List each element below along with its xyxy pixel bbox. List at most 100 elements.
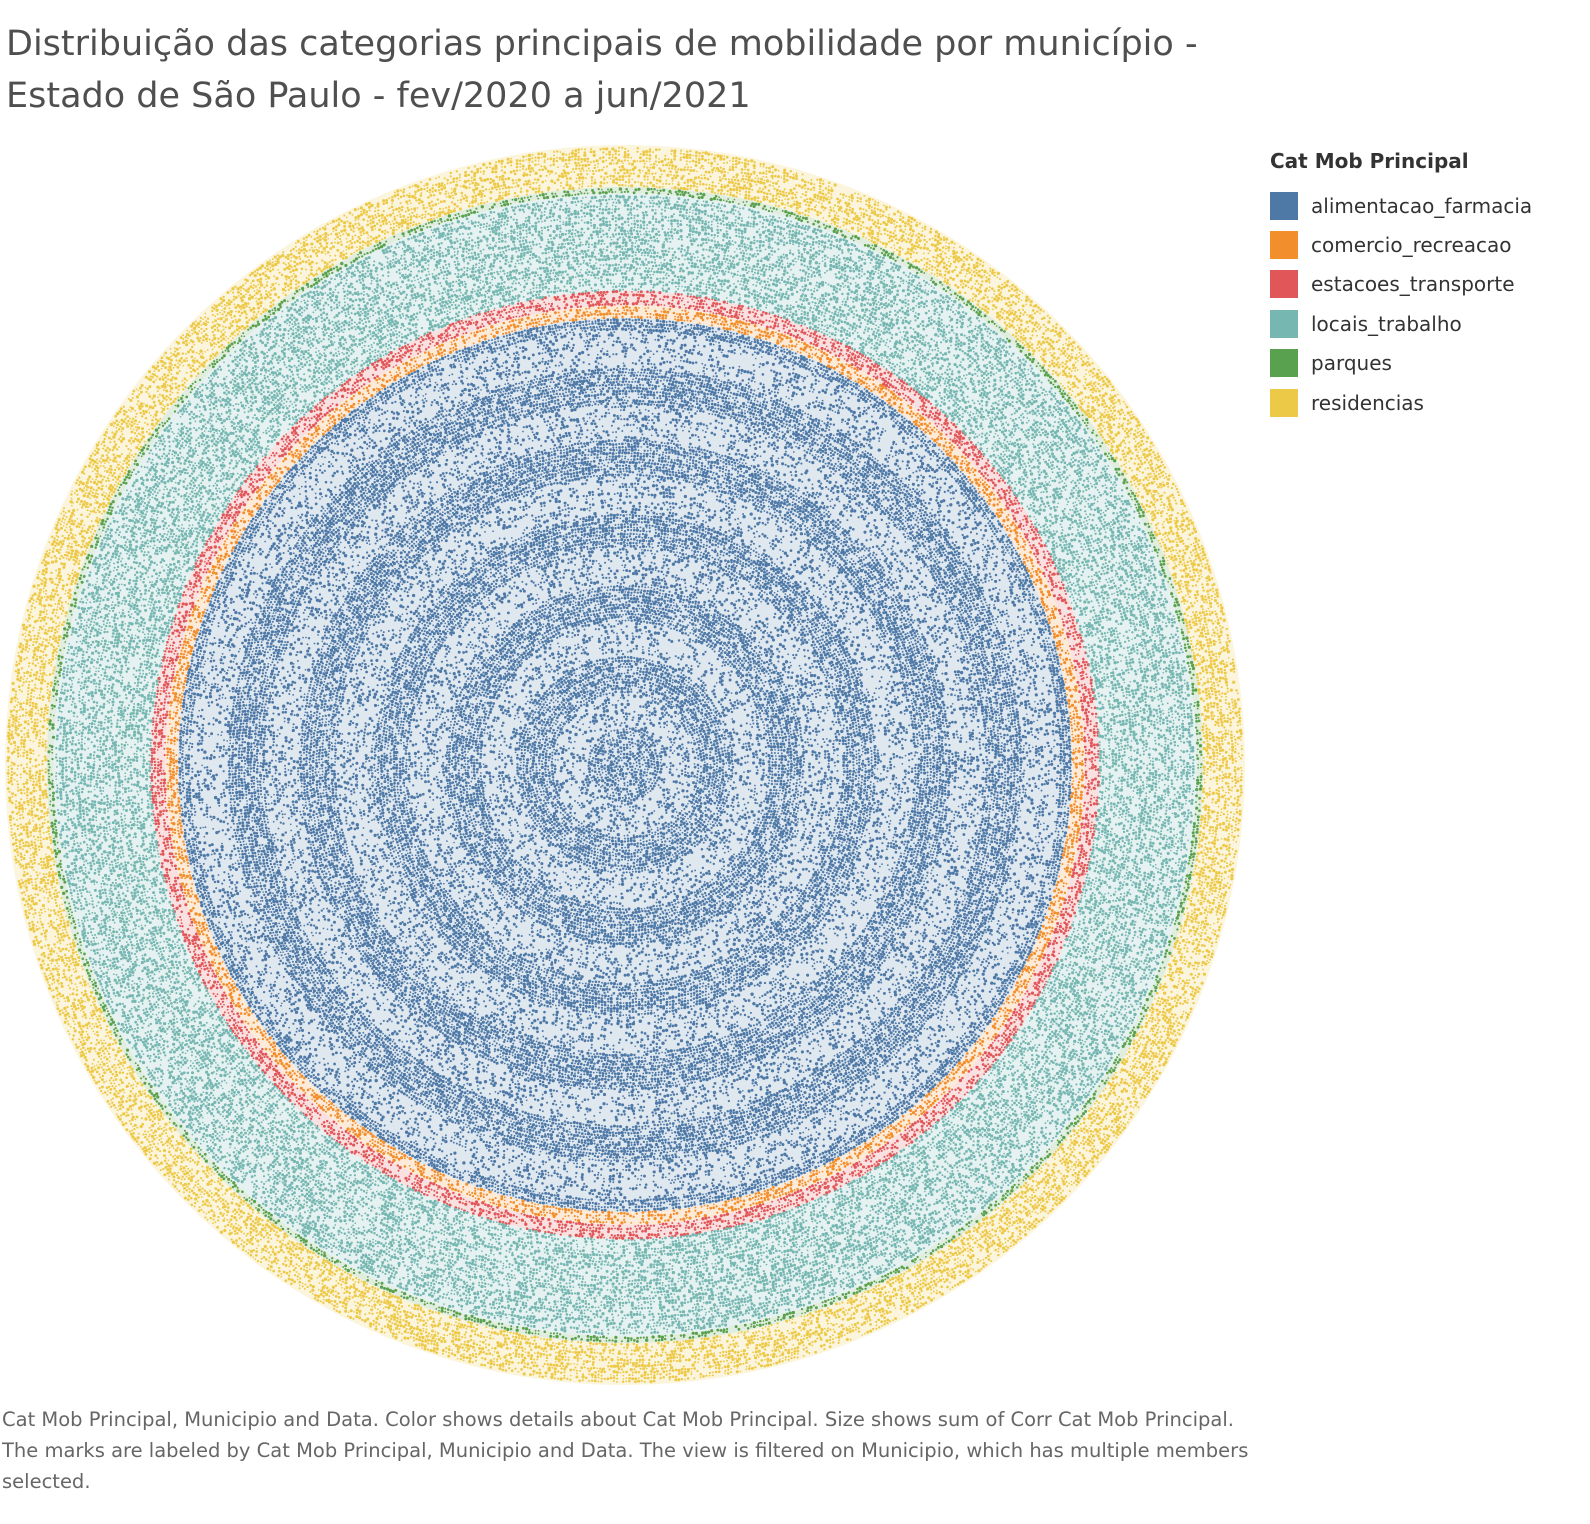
bubble-mark <box>686 756 689 759</box>
bubble-mark <box>663 726 665 728</box>
bubble-mark <box>547 765 549 767</box>
bubble-mark <box>591 829 594 832</box>
bubble-mark <box>606 740 609 743</box>
bubble-mark <box>642 837 644 839</box>
bubble-mark <box>638 759 641 762</box>
bubble-mark <box>684 816 686 818</box>
bubble-mark <box>546 750 548 752</box>
bubble-mark <box>615 685 618 688</box>
bubble-mark <box>637 729 640 732</box>
bubble-mark <box>565 721 567 723</box>
bubble-mark <box>695 782 697 784</box>
bubble-mark <box>681 789 684 792</box>
bubble-mark <box>682 757 684 759</box>
bubble-mark <box>614 774 617 777</box>
bubble-mark <box>643 822 646 825</box>
bubble-mark <box>619 805 621 807</box>
bubble-mark <box>610 766 613 769</box>
bubble-mark <box>565 779 568 782</box>
bubble-mark <box>674 725 677 728</box>
bubble-mark <box>594 799 596 801</box>
bubble-mark <box>633 735 635 737</box>
bubble-mark <box>629 771 631 773</box>
bubble-mark <box>696 738 698 740</box>
bubble-mark <box>669 771 672 774</box>
bubble-mark <box>612 843 614 845</box>
bubble-mark <box>578 821 580 823</box>
bubble-mark <box>643 722 646 725</box>
bubble-mark <box>608 845 611 848</box>
bubble-mark <box>682 818 685 821</box>
bubble-mark <box>667 823 670 826</box>
bubble-mark <box>677 818 680 821</box>
bubble-mark <box>620 734 623 737</box>
bubble-mark <box>557 734 560 737</box>
bubble-mark <box>629 766 631 768</box>
bubble-mark <box>691 805 693 807</box>
bubble-mark <box>628 738 630 740</box>
bubble-mark <box>623 818 626 821</box>
bubble-mark <box>631 681 634 684</box>
bubble-mark <box>631 738 634 741</box>
bubble-mark <box>692 729 695 732</box>
bubble-mark <box>631 796 633 798</box>
bubble-mark <box>624 838 626 840</box>
bubble-mark <box>614 746 616 748</box>
bubble-mark <box>542 778 545 781</box>
bubble-mark <box>659 787 661 789</box>
bubble-mark <box>637 794 640 797</box>
bubble-mark <box>603 797 606 800</box>
bubble-mark <box>666 788 669 791</box>
bubble-mark <box>678 725 681 728</box>
bubble-mark <box>653 761 655 763</box>
bubble-mark <box>684 765 687 768</box>
bubble-mark <box>649 772 651 774</box>
bubble-mark <box>640 769 643 772</box>
bubble-mark <box>702 770 705 773</box>
bubble-mark <box>610 717 613 720</box>
bubble-mark <box>630 839 633 842</box>
bubble-mark <box>575 705 577 707</box>
bubble-mark <box>574 778 576 780</box>
bubble-mark <box>583 700 585 702</box>
bubble-mark <box>673 826 675 828</box>
bubble-mark <box>642 844 645 847</box>
bubble-mark <box>611 788 613 790</box>
bubble-mark <box>576 754 578 756</box>
bubble-mark <box>613 823 616 826</box>
bubble-mark <box>601 744 604 747</box>
bubble-mark <box>652 724 655 727</box>
bubble-mark <box>668 731 670 733</box>
bubble-mark <box>629 744 631 746</box>
bubble-mark <box>605 719 607 721</box>
bubble-mark <box>632 798 635 801</box>
bubble-mark <box>607 715 610 718</box>
bubble-mark <box>582 694 584 696</box>
bubble-mark <box>578 756 581 759</box>
bubble-mark <box>657 829 659 831</box>
bubble-mark <box>629 762 632 765</box>
bubble-mark <box>646 756 648 758</box>
bubble-mark <box>609 747 611 749</box>
bubble-mark <box>694 756 697 759</box>
bubble-mark <box>579 719 581 721</box>
bubble-mark <box>644 687 646 689</box>
bubble-mark <box>658 822 660 824</box>
bubble-mark <box>687 818 689 820</box>
bubble-mark <box>627 781 629 783</box>
bubble-mark <box>678 812 681 815</box>
bubble-mark <box>591 701 594 704</box>
bubble-mark <box>645 834 648 837</box>
bubble-mark <box>670 821 672 823</box>
bubble-mark <box>609 739 611 741</box>
bubble-mark <box>598 768 600 770</box>
bubble-mark <box>689 724 692 727</box>
bubble-mark <box>577 802 579 804</box>
bubble-mark <box>557 806 559 808</box>
bubble-mark <box>560 711 563 714</box>
bubble-mark <box>589 756 591 758</box>
bubble-mark <box>666 696 669 699</box>
bubble-mark <box>548 730 551 733</box>
bubble-mark <box>642 764 644 766</box>
bubble-mark <box>663 781 666 784</box>
